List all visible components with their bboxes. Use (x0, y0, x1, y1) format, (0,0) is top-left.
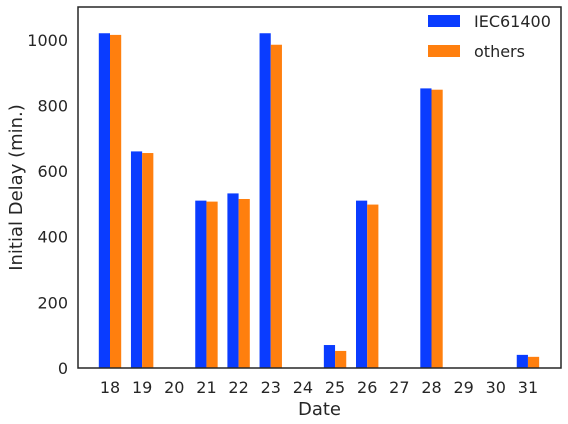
plot-frame (77, 6, 562, 369)
bar-others-28 (431, 89, 443, 368)
bar-others-25 (335, 350, 347, 368)
legend-swatch-IEC61400 (428, 15, 460, 27)
x-axis-ticks: 18 19 20 21 22 23 24 25 26 27 28 29 30 31 (100, 378, 538, 397)
x-tick-label: 29 (453, 378, 473, 397)
y-tick-label: 800 (37, 96, 68, 115)
bar-IEC61400-18 (98, 33, 110, 368)
x-tick-label: 22 (228, 378, 248, 397)
bar-IEC61400-25 (323, 345, 336, 368)
bar-IEC61400-23 (259, 33, 271, 368)
y-axis-ticks: 0 200 400 600 800 1000 (27, 31, 68, 378)
legend: IEC61400 others (428, 12, 551, 61)
x-tick-label: 19 (132, 378, 152, 397)
x-axis-label: Date (298, 399, 341, 420)
x-tick-label: 27 (389, 378, 409, 397)
x-tick-label: 18 (100, 378, 120, 397)
bar-IEC61400-31 (516, 354, 528, 368)
bar-others-18 (110, 34, 122, 369)
bar-IEC61400-22 (227, 193, 239, 368)
bars-group (98, 33, 540, 369)
bar-others-26 (367, 204, 379, 368)
y-tick-label: 1000 (27, 31, 68, 50)
y-tick-label: 200 (37, 293, 68, 312)
bar-IEC61400-28 (420, 88, 432, 368)
bar-others-23 (270, 44, 282, 369)
bar-IEC61400-26 (356, 200, 368, 368)
x-tick-label: 26 (357, 378, 377, 397)
legend-label-others: others (474, 42, 525, 61)
bar-IEC61400-21 (195, 200, 207, 368)
y-tick-label: 400 (37, 228, 68, 247)
bar-others-21 (206, 201, 218, 368)
y-tick-label: 600 (37, 162, 68, 181)
x-tick-label: 23 (261, 378, 281, 397)
bar-others-31 (527, 356, 540, 368)
legend-swatch-others (428, 45, 460, 57)
x-tick-label: 25 (325, 378, 345, 397)
y-tick-label: 0 (58, 359, 68, 378)
legend-label-IEC61400: IEC61400 (474, 12, 551, 31)
bar-others-22 (238, 198, 250, 368)
x-tick-label: 24 (293, 378, 313, 397)
x-tick-label: 21 (196, 378, 216, 397)
bar-others-19 (142, 153, 154, 368)
x-tick-label: 30 (486, 378, 506, 397)
x-tick-label: 31 (518, 378, 538, 397)
x-tick-label: 28 (421, 378, 441, 397)
bar-IEC61400-19 (130, 151, 143, 368)
y-axis-label: Initial Delay (min.) (6, 104, 27, 271)
x-tick-label: 20 (164, 378, 184, 397)
